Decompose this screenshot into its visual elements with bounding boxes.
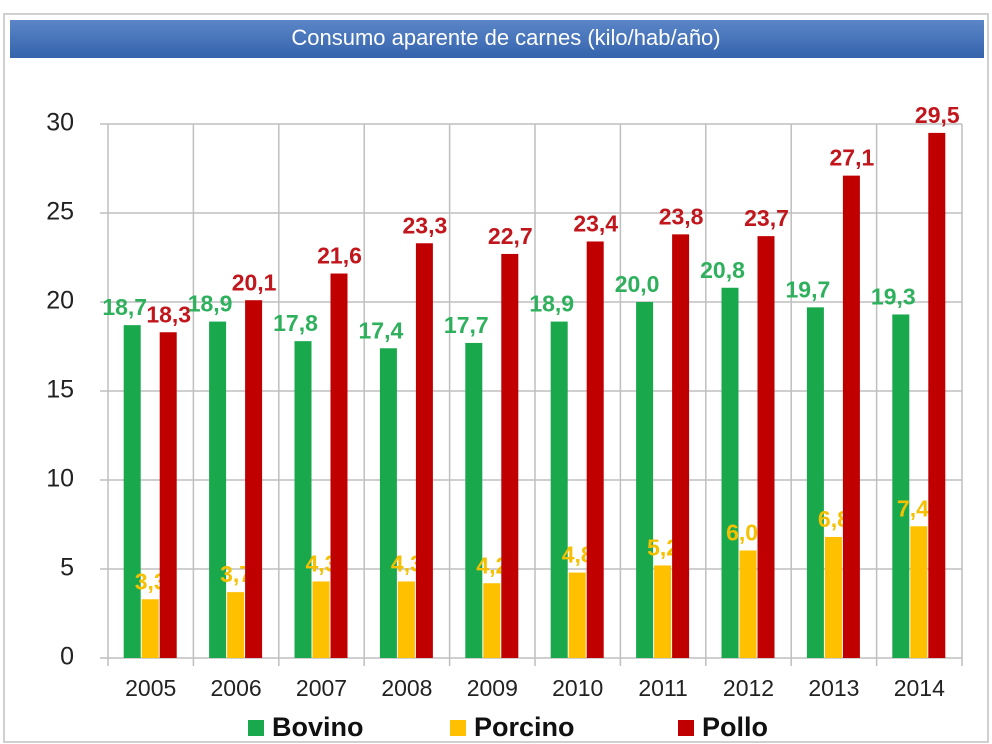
bar — [806, 307, 824, 658]
legend-label: Bovino — [272, 712, 364, 742]
bar — [721, 287, 739, 658]
bar — [294, 341, 312, 658]
bar — [928, 132, 946, 658]
data-label: 20,0 — [615, 271, 660, 297]
x-tick-label: 2012 — [723, 675, 774, 701]
x-tick-label: 2013 — [808, 675, 859, 701]
bar — [501, 253, 519, 658]
bar — [824, 536, 842, 658]
bar — [227, 592, 245, 658]
legend-swatch — [678, 720, 694, 736]
bar — [159, 332, 177, 658]
data-label: 20,8 — [700, 257, 745, 283]
y-tick-label: 15 — [46, 376, 74, 404]
bar — [568, 572, 586, 658]
legend-swatch — [248, 720, 264, 736]
bar — [757, 236, 775, 658]
chart-title: Consumo aparente de carnes (kilo/hab/año… — [291, 25, 720, 50]
data-label: 23,4 — [573, 211, 618, 237]
bar — [330, 273, 348, 658]
bar — [654, 565, 672, 658]
data-label: 21,6 — [317, 243, 362, 269]
y-tick-label: 25 — [46, 198, 74, 226]
y-tick-label: 30 — [46, 109, 74, 137]
y-tick-label: 10 — [46, 465, 74, 493]
data-label: 18,3 — [146, 301, 191, 327]
bar — [397, 581, 415, 658]
title-banner — [10, 20, 984, 58]
y-tick-label: 5 — [60, 554, 74, 582]
data-label: 20,1 — [232, 269, 277, 295]
x-tick-label: 2006 — [211, 675, 262, 701]
data-label: 18,7 — [102, 294, 147, 320]
bar — [483, 583, 501, 658]
bar — [550, 321, 568, 658]
bar — [739, 550, 757, 658]
data-label: 17,4 — [359, 317, 404, 343]
data-label: 17,7 — [444, 312, 489, 338]
x-tick-label: 2008 — [381, 675, 432, 701]
data-label: 19,3 — [871, 284, 916, 310]
x-tick-label: 2009 — [467, 675, 518, 701]
bar — [141, 599, 159, 658]
data-label: 29,5 — [915, 102, 960, 128]
bar — [209, 321, 227, 658]
data-label: 27,1 — [830, 145, 875, 171]
data-label: 23,7 — [744, 205, 789, 231]
bar — [465, 342, 483, 658]
data-label: 22,7 — [488, 223, 533, 249]
x-tick-label: 2007 — [296, 675, 347, 701]
y-tick-label: 0 — [60, 643, 74, 671]
bar — [586, 241, 604, 659]
bar — [312, 581, 330, 658]
bar — [910, 526, 928, 658]
x-tick-label: 2010 — [552, 675, 603, 701]
bar — [245, 300, 263, 658]
legend-label: Pollo — [702, 712, 768, 742]
bar — [892, 314, 910, 658]
data-label: 17,8 — [273, 310, 318, 336]
data-label: 23,8 — [659, 203, 704, 229]
bar — [123, 325, 141, 658]
data-label: 18,9 — [188, 291, 233, 317]
data-label: 19,7 — [786, 276, 831, 302]
data-label: 23,3 — [403, 212, 448, 238]
x-tick-label: 2014 — [894, 675, 945, 701]
data-label: 18,9 — [529, 291, 574, 317]
legend-swatch — [450, 720, 466, 736]
bar — [415, 243, 433, 658]
bar — [636, 302, 654, 658]
x-tick-label: 2005 — [125, 675, 176, 701]
bar — [379, 348, 397, 658]
legend-label: Porcino — [474, 712, 575, 742]
bar — [842, 175, 860, 658]
x-tick-label: 2011 — [638, 675, 687, 701]
y-tick-label: 20 — [46, 287, 74, 315]
bar — [672, 234, 690, 659]
